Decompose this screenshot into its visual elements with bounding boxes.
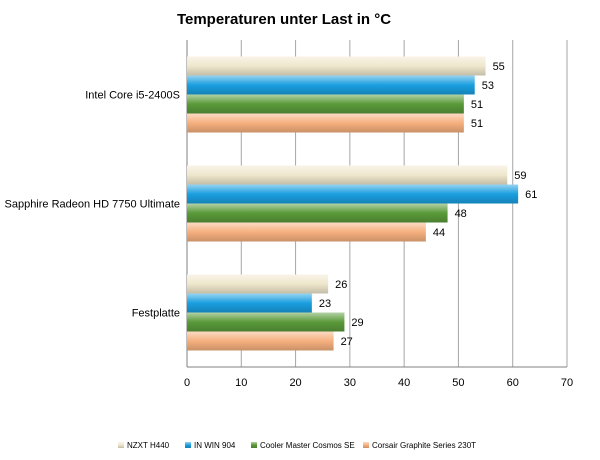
data-label: 51	[471, 118, 483, 130]
legend-label: NZXT H440	[127, 441, 170, 450]
x-tick-label: 30	[344, 377, 356, 389]
data-label: 59	[514, 170, 526, 182]
bar	[187, 222, 426, 242]
legend-swatch	[251, 442, 257, 448]
legend-swatch	[118, 442, 124, 448]
legend-label: Corsair Graphite Series 230T	[372, 441, 476, 450]
legend: NZXT H440 IN WIN 904 Cooler Master Cosmos …	[118, 441, 476, 450]
data-label: 55	[493, 61, 505, 73]
bar	[187, 203, 448, 223]
data-label: 23	[319, 298, 331, 310]
bar	[187, 331, 334, 351]
data-labels: 55 53 51 51 59 61 48 44 26 23 29 27	[319, 61, 538, 348]
bars	[187, 56, 519, 351]
tick-labels: 0 10 20 30 40 50 60 70	[184, 377, 573, 389]
legend-label: Cooler Master Cosmos SE	[260, 441, 355, 450]
bar	[187, 274, 329, 294]
chart-title: Temperaturen unter Last in °C	[177, 11, 391, 28]
data-label: 61	[525, 189, 537, 201]
bar	[187, 312, 345, 332]
category-label: Festplatte	[132, 308, 180, 320]
data-label: 44	[433, 227, 445, 239]
data-label: 27	[341, 336, 353, 348]
bar	[187, 75, 475, 95]
bar	[187, 184, 519, 204]
data-label: 53	[482, 80, 494, 92]
x-tick-label: 20	[289, 377, 301, 389]
data-label: 26	[335, 279, 347, 291]
data-label: 48	[455, 208, 467, 220]
data-label: 29	[351, 317, 363, 329]
legend-swatch	[185, 442, 191, 448]
category-label: Intel Core i5-2400S	[85, 90, 180, 102]
bar	[187, 165, 508, 185]
bar	[187, 113, 464, 133]
x-tick-label: 70	[561, 377, 573, 389]
bar	[187, 56, 486, 76]
x-tick-label: 10	[235, 377, 247, 389]
x-tick-label: 0	[184, 377, 190, 389]
bar	[187, 94, 464, 114]
x-tick-label: 40	[398, 377, 410, 389]
category-label: Sapphire Radeon HD 7750 Ultimate	[5, 199, 181, 211]
category-labels: Intel Core i5-2400S Sapphire Radeon HD 77…	[5, 90, 181, 320]
x-tick-label: 50	[452, 377, 464, 389]
legend-swatch	[363, 442, 369, 448]
data-label: 51	[471, 99, 483, 111]
legend-label: IN WIN 904	[194, 441, 236, 450]
x-tick-label: 60	[507, 377, 519, 389]
bar	[187, 293, 312, 313]
